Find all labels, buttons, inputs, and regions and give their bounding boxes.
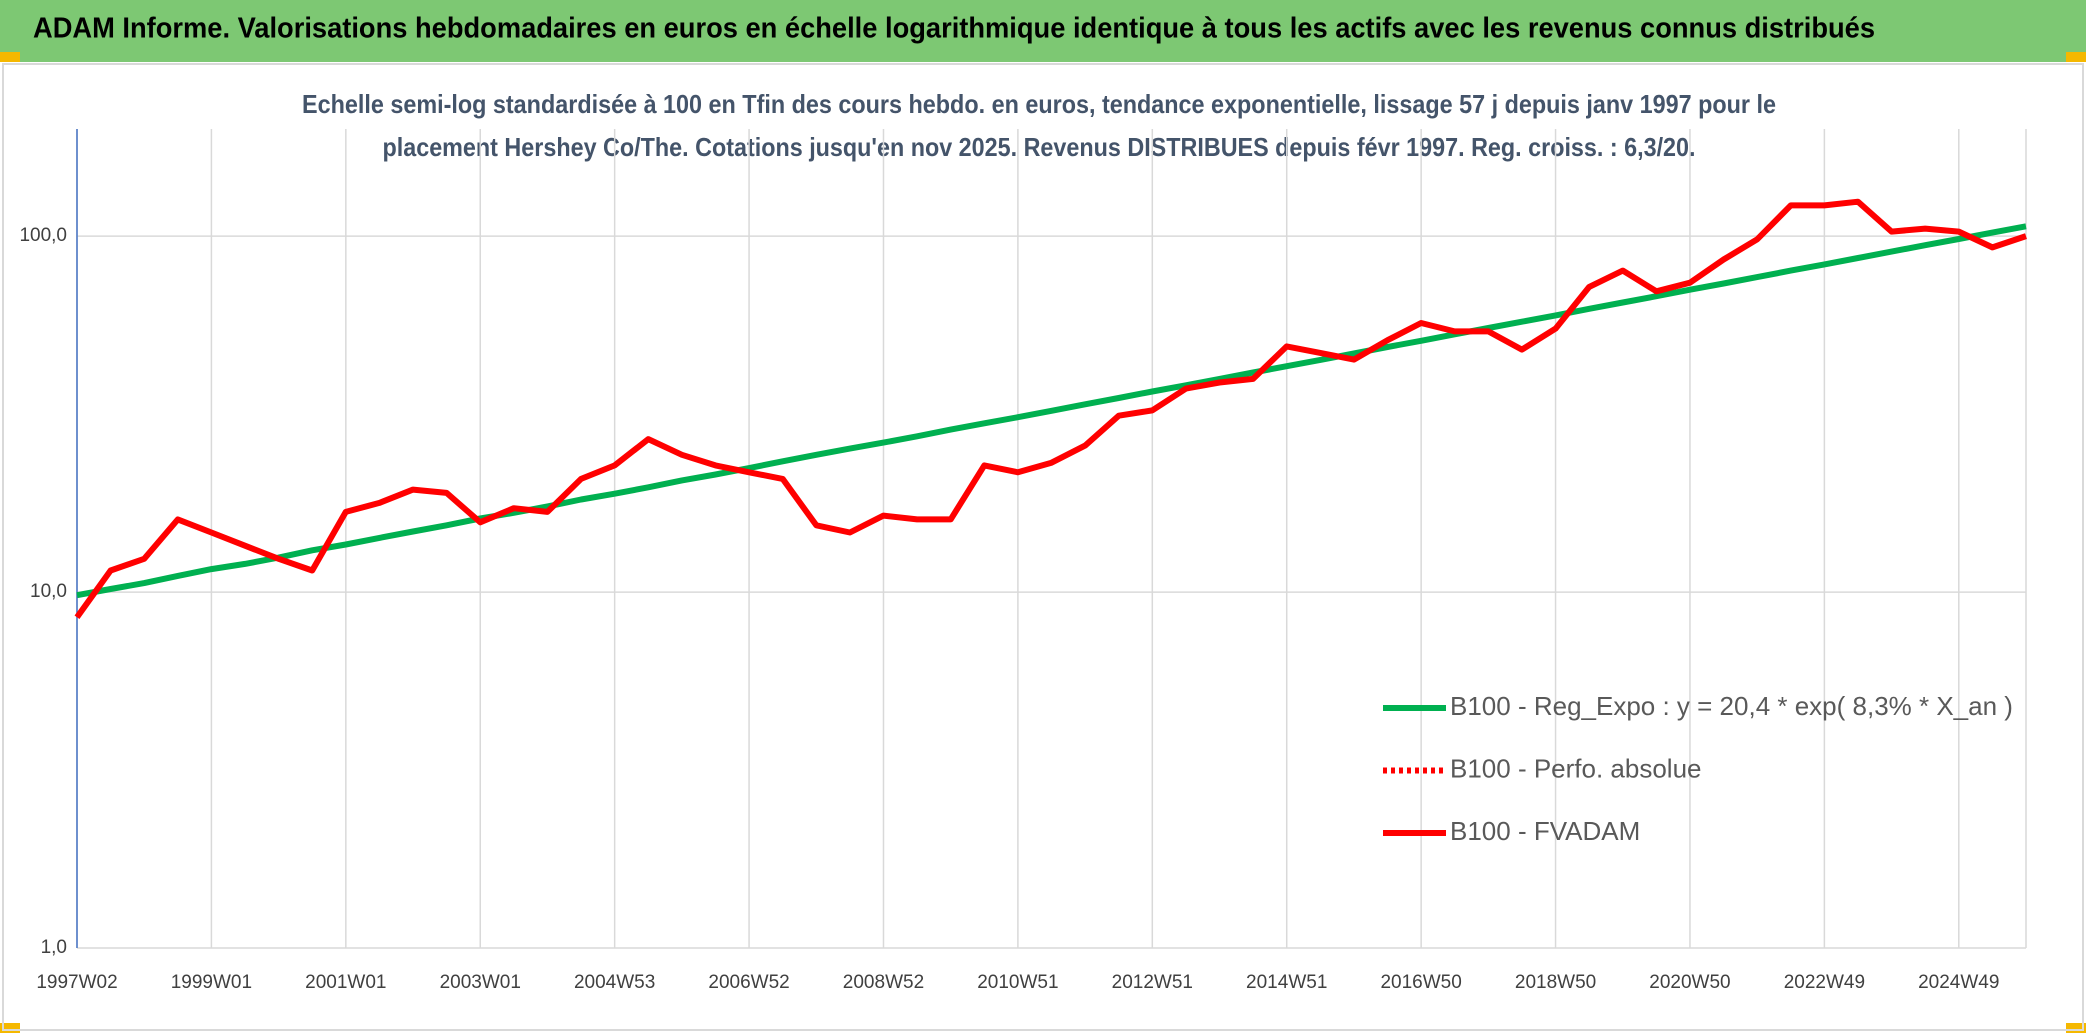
x-tick-label: 2006W52 [708, 972, 789, 993]
legend-label: B100 - Reg_Expo : y = 20,4 * exp( 8,3% *… [1450, 691, 2013, 721]
x-tick-label: 1997W02 [36, 972, 117, 993]
x-tick-label: 2024W49 [1918, 972, 1999, 993]
legend: B100 - Reg_Expo : y = 20,4 * exp( 8,3% *… [1383, 691, 2013, 846]
chart-title: ADAM Informe. Valorisations hebdomadaire… [33, 13, 1875, 45]
x-tick-label: 2016W50 [1380, 972, 1461, 993]
corner [0, 1023, 20, 1033]
x-tick-label: 2003W01 [440, 972, 521, 993]
x-tick-label: 2018W50 [1515, 972, 1596, 993]
corner [2066, 1023, 2086, 1033]
x-tick-label: 2008W52 [843, 972, 924, 993]
x-tick-label: 2012W51 [1112, 972, 1193, 993]
chart-subtitle: placement Hershey Co/The. Cotations jusq… [383, 132, 1696, 162]
data-line [74, 198, 2027, 619]
corner [2066, 52, 2086, 62]
x-tick-label: 2014W51 [1246, 972, 1327, 993]
x-tick-label: 2010W51 [977, 972, 1058, 993]
x-tick-label: 2022W49 [1784, 972, 1865, 993]
legend-label: B100 - FVADAM [1450, 816, 1640, 846]
legend-label: B100 - Perfo. absolue [1450, 753, 1702, 783]
frame [2, 63, 2084, 1031]
x-tick-label: 2004W53 [574, 972, 655, 993]
plot-area [74, 198, 2027, 619]
header-band [0, 0, 2086, 62]
chart-subtitle: Echelle semi-log standardisée à 100 en T… [302, 89, 1776, 119]
data-line [76, 223, 2027, 599]
y-tick-label: 1,0 [41, 937, 67, 958]
grid: 1,0 10,0 100,0 1997W02 1999W01 2001W01 2003W01… [19, 129, 2027, 993]
y-tick-label: 10,0 [30, 581, 67, 602]
x-tick-label: 2020W50 [1649, 972, 1730, 993]
corner [0, 52, 20, 62]
x-tick-label: 2001W01 [305, 972, 386, 993]
x-tick-label: 1999W01 [171, 972, 252, 993]
y-tick-label: 100,0 [19, 225, 67, 246]
